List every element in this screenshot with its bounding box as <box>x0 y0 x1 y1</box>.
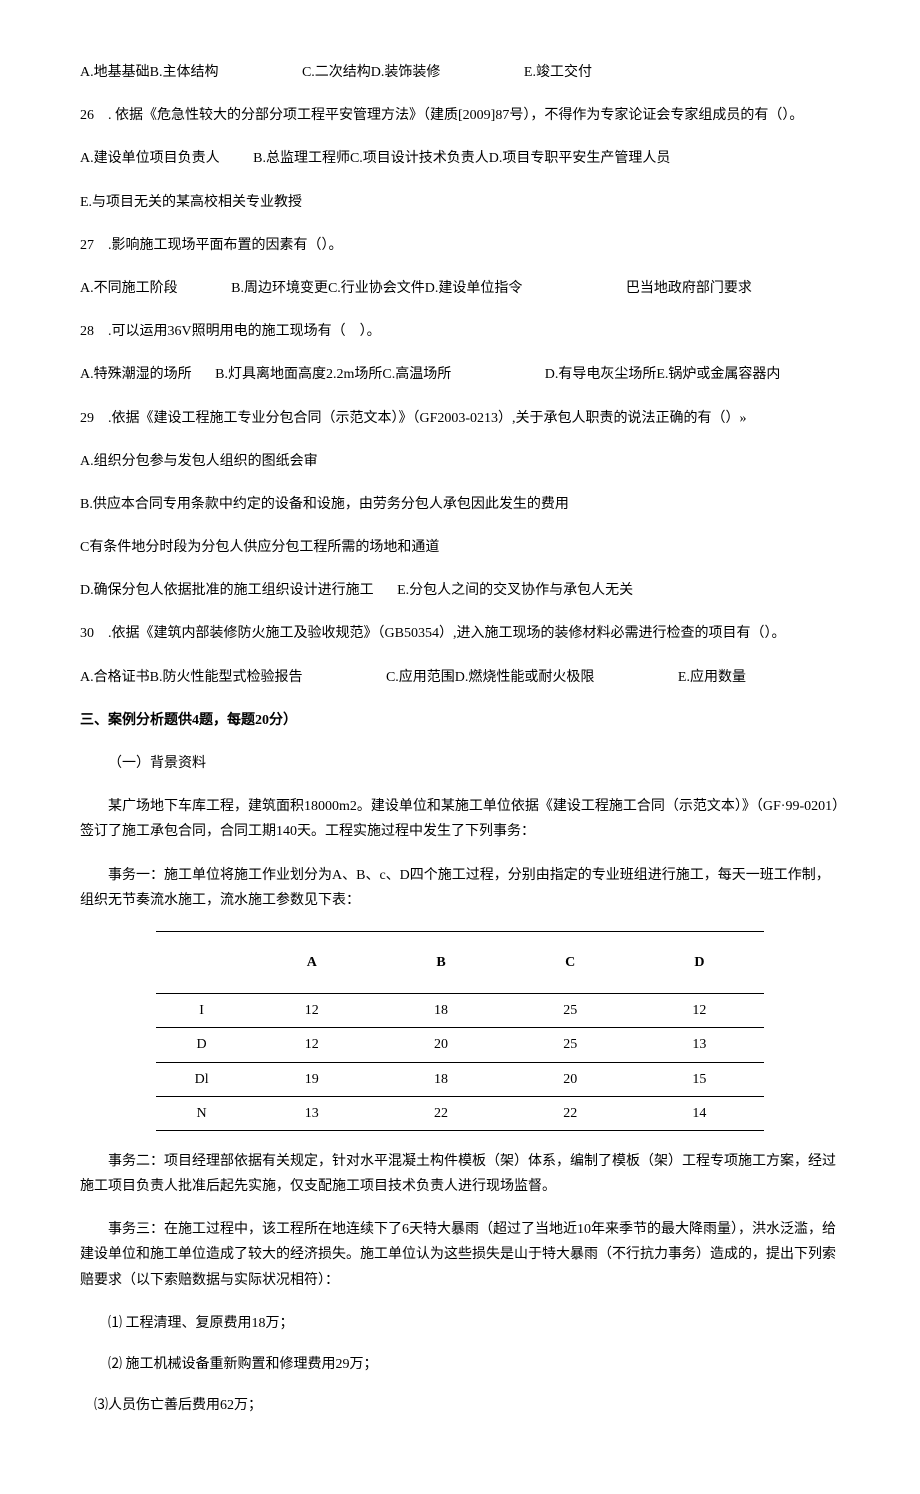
q25-option-cd: C.二次结构D.装饰装修 <box>302 60 440 85</box>
q30-stem: 30 .依据《建筑内部装修防火施工及验收规范》（GB50354）,进入施工现场的… <box>80 621 840 646</box>
q26-options-line1: A.建设单位项目负责人 B.总监理工程师C.项目设计技术负责人D.项目专职平安生… <box>80 146 840 171</box>
q29-options-de: D.确保分包人依据批准的施工组织设计进行施工 E.分包人之间的交叉协作与承包人无… <box>80 578 840 603</box>
table-row: I 12 18 25 12 <box>156 994 764 1028</box>
q30-options: A.合格证书B.防火性能型式检验报告 C.应用范围D.燃烧性能或耐火极限 E.应… <box>80 665 840 690</box>
case1-p4: 事务三：在施工过程中，该工程所在地连续下了6天特大暴雨（超过了当地近10年来季节… <box>80 1217 840 1293</box>
case1-list-item1: ⑴ 工程清理、复原费用18万； <box>80 1311 840 1336</box>
table-cell: Dl <box>156 1062 247 1096</box>
case1-list-item3: ⑶人员伤亡善后费用62万； <box>80 1393 840 1418</box>
q26-stem: 26 . 依据《危急性较大的分部分项工程平安管理方法》（建质[2009]87号）… <box>80 103 840 128</box>
table-cell: 22 <box>506 1096 635 1130</box>
q27-option-e: 巴当地政府部门要求 <box>626 276 752 301</box>
q30-option-ab: A.合格证书B.防火性能型式检验报告 <box>80 665 302 690</box>
q26-option-a: A.建设单位项目负责人 <box>80 146 220 171</box>
q28-option-bc: B.灯具离地面高度2.2m场所C.高温场所 <box>215 362 451 387</box>
case1-p1-text: 某广场地下车库工程，建筑面积18000m2。建设单位和某施工单位依据《建设工程施… <box>80 799 839 839</box>
table-cell: 20 <box>376 1028 505 1062</box>
case1-p4-text: 事务三：在施工过程中，该工程所在地连续下了6天特大暴雨（超过了当地近10年来季节… <box>80 1222 836 1287</box>
table-cell: 18 <box>376 1062 505 1096</box>
case1-p2-text: 事务一：施工单位将施工作业划分为A、B、c、D四个施工过程，分别由指定的专业班组… <box>80 868 830 908</box>
table-cell: 19 <box>247 1062 376 1096</box>
table-cell: 20 <box>506 1062 635 1096</box>
q28-option-de: D.有导电灰尘场所E.锅炉或金属容器内 <box>545 362 781 387</box>
q25-options: A.地基基础B.主体结构 C.二次结构D.装饰装修 E.竣工交付 <box>80 60 840 85</box>
q29-option-e: E.分包人之间的交叉协作与承包人无关 <box>397 578 633 603</box>
q29-option-c: C有条件地分时段为分包人供应分包工程所需的场地和通道 <box>80 535 840 560</box>
table-row: D 12 20 25 13 <box>156 1028 764 1062</box>
q28-stem: 28 .可以运用36V照明用电的施工现场有（ ）。 <box>80 319 840 344</box>
table-header-d: D <box>635 931 764 993</box>
table-cell: N <box>156 1096 247 1130</box>
table-header-blank <box>156 931 247 993</box>
q26-option-e: E.与项目无关的某高校相关专业教授 <box>80 190 840 215</box>
table-cell: 12 <box>635 994 764 1028</box>
q28-option-a: A.特殊潮湿的场所 <box>80 362 192 387</box>
q25-option-e: E.竣工交付 <box>524 60 592 85</box>
table-cell: 25 <box>506 994 635 1028</box>
case1-title: （一）背景资料 <box>80 751 840 776</box>
q26-option-bcd: B.总监理工程师C.项目设计技术负责人D.项目专职平安生产管理人员 <box>253 146 670 171</box>
table-cell: 13 <box>247 1096 376 1130</box>
table-header-c: C <box>506 931 635 993</box>
case1-p1: 某广场地下车库工程，建筑面积18000m2。建设单位和某施工单位依据《建设工程施… <box>80 794 840 844</box>
q28-options: A.特殊潮湿的场所 B.灯具离地面高度2.2m场所C.高温场所 D.有导电灰尘场… <box>80 362 840 387</box>
q29-option-b: B.供应本合同专用条款中约定的设备和设施，由劳务分包人承包因此发生的费用 <box>80 492 840 517</box>
case1-p2: 事务一：施工单位将施工作业划分为A、B、c、D四个施工过程，分别由指定的专业班组… <box>80 863 840 913</box>
table-header-b: B <box>376 931 505 993</box>
case1-p3-text: 事务二：项目经理部依据有关规定，针对水平混凝土构件模板（架）体系，编制了模板（架… <box>80 1154 836 1194</box>
q29-stem: 29 .依据《建设工程施工专业分包合同（示范文本）》（GF2003-0213）,… <box>80 406 840 431</box>
table-cell: 13 <box>635 1028 764 1062</box>
q27-options: A.不同施工阶段 B.周边环境变更C.行业协会文件D.建设单位指令 巴当地政府部… <box>80 276 840 301</box>
table-row: N 13 22 22 14 <box>156 1096 764 1130</box>
q27-stem: 27 .影响施工现场平面布置的因素有（）。 <box>80 233 840 258</box>
q25-option-ab: A.地基基础B.主体结构 <box>80 60 218 85</box>
table-cell: 25 <box>506 1028 635 1062</box>
table-header-a: A <box>247 931 376 993</box>
section3-title: 三、案例分析题供4题，每题20分） <box>80 708 840 733</box>
flow-params-table: A B C D I 12 18 25 12 D 12 20 25 13 Dl 1… <box>156 931 764 1131</box>
q30-option-e: E.应用数量 <box>678 665 746 690</box>
table-cell: 15 <box>635 1062 764 1096</box>
q29-option-d: D.确保分包人依据批准的施工组织设计进行施工 <box>80 578 374 603</box>
table-cell: 18 <box>376 994 505 1028</box>
table-header-row: A B C D <box>156 931 764 993</box>
table-cell: 14 <box>635 1096 764 1130</box>
table-cell: I <box>156 994 247 1028</box>
table-cell: D <box>156 1028 247 1062</box>
q29-option-a: A.组织分包参与发包人组织的图纸会审 <box>80 449 840 474</box>
case1-p3: 事务二：项目经理部依据有关规定，针对水平混凝土构件模板（架）体系，编制了模板（架… <box>80 1149 840 1199</box>
table-row: Dl 19 18 20 15 <box>156 1062 764 1096</box>
q27-option-a: A.不同施工阶段 <box>80 276 178 301</box>
q30-option-cd: C.应用范围D.燃烧性能或耐火极限 <box>386 665 594 690</box>
table-cell: 12 <box>247 1028 376 1062</box>
case1-list-item2: ⑵ 施工机械设备重新购置和修理费用29万； <box>80 1352 840 1377</box>
table-cell: 22 <box>376 1096 505 1130</box>
q27-option-bcd: B.周边环境变更C.行业协会文件D.建设单位指令 <box>231 276 522 301</box>
table-cell: 12 <box>247 994 376 1028</box>
